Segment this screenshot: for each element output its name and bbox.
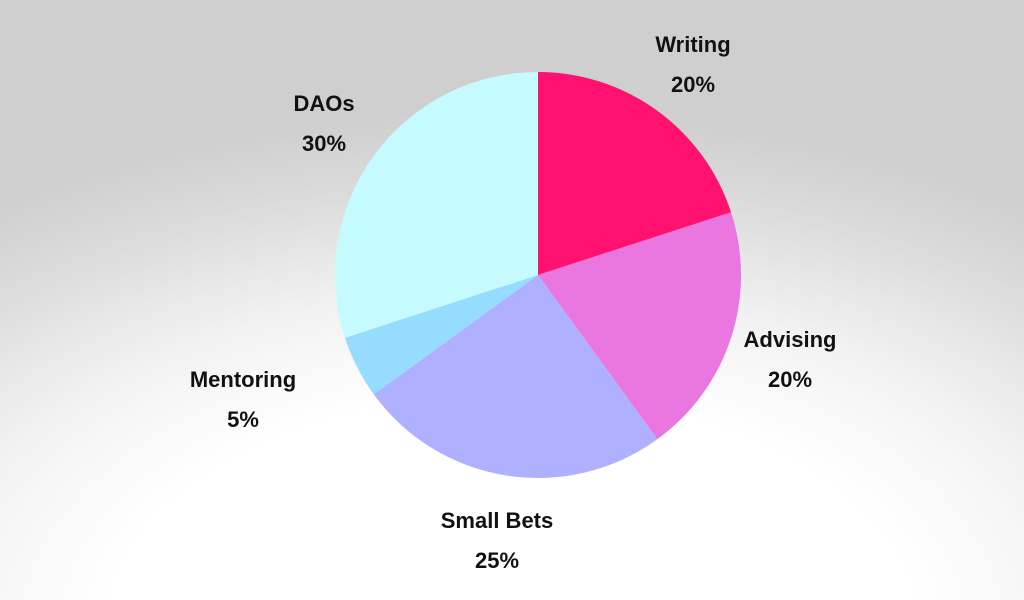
pie-labels: Writing 20% Advising 20% Small Bets 25% Mentor… — [190, 32, 837, 573]
pie-slice-small-bets — [373, 275, 658, 478]
pie-slice-writing — [538, 72, 732, 275]
slice-label-mentoring: Mentoring — [190, 367, 296, 392]
slice-value-writing: 20% — [671, 72, 715, 97]
slice-value-mentoring: 5% — [227, 407, 259, 432]
pie-slices — [335, 72, 741, 478]
slice-label-writing: Writing — [655, 32, 730, 57]
slice-label-advising: Advising — [744, 327, 837, 352]
slice-label-daos: DAOs — [293, 91, 354, 116]
slice-value-daos: 30% — [302, 131, 346, 156]
slice-label-small-bets: Small Bets — [441, 508, 554, 533]
pie-slice-daos — [335, 72, 538, 338]
slice-value-advising: 20% — [768, 367, 812, 392]
pie-slice-mentoring — [344, 275, 538, 395]
pie-slice-advising — [538, 212, 741, 440]
slice-value-small-bets: 25% — [475, 548, 519, 573]
